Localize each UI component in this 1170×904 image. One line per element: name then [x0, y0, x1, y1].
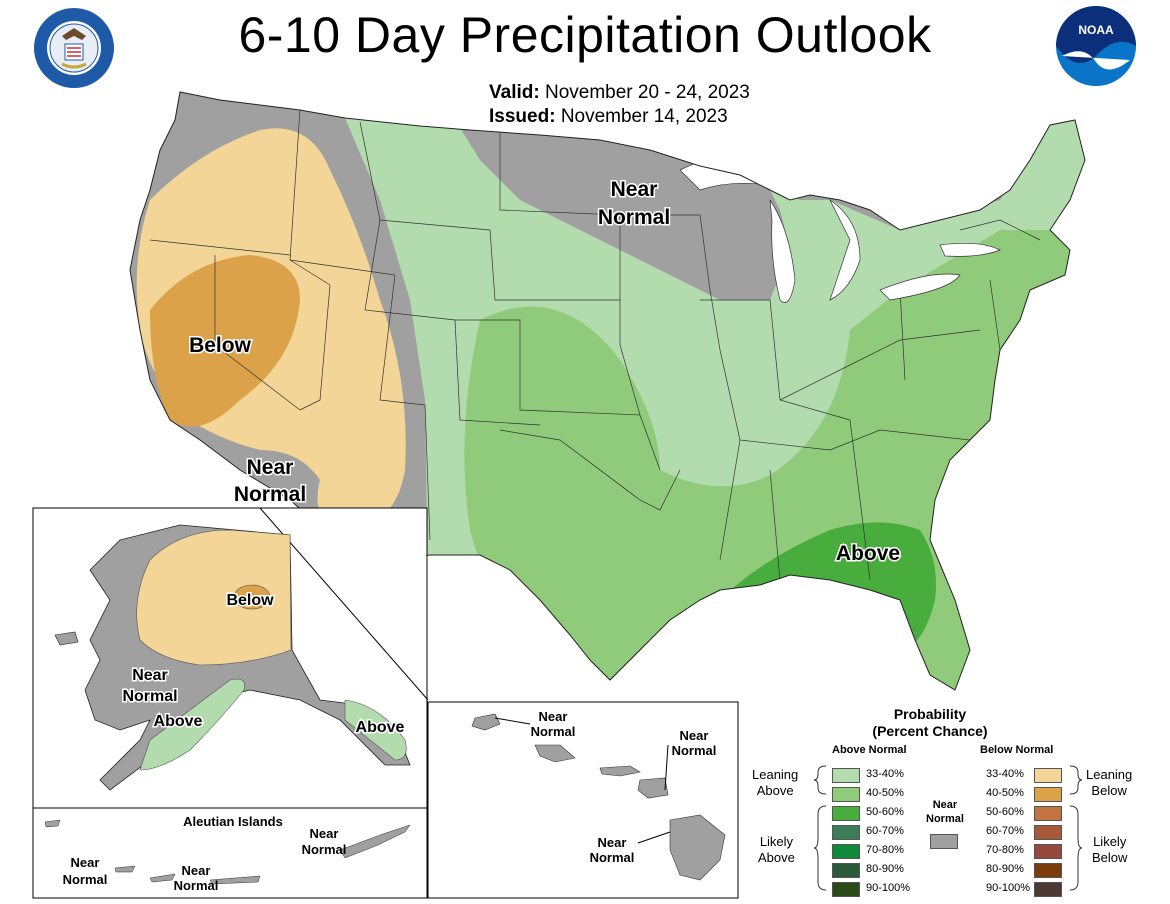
- legend-above-range-3: 60-70%: [866, 825, 904, 837]
- conus-near-normal-north-line2: Normal: [598, 206, 670, 229]
- alaska-near-normal-line1: Near: [132, 667, 168, 684]
- legend-likely-below: Likely Below: [1092, 834, 1127, 866]
- issued-label: Issued:: [489, 106, 556, 127]
- legend-above-swatch-0: [832, 768, 860, 783]
- legend-leaning-above-line1: Leaning: [752, 767, 799, 782]
- legend-leaning-above-line2: Above: [756, 783, 794, 798]
- hawaii-label3-line1: Near: [598, 835, 627, 850]
- legend-above-swatch-4: [832, 844, 860, 859]
- legend-below-range-2: 50-60%: [986, 806, 1024, 818]
- aleutian-title: Aleutian Islands: [183, 814, 283, 829]
- conus-near-normal-sw-line2: Normal: [234, 483, 306, 506]
- above-40-50-region: [464, 230, 1085, 690]
- aleutian-islands: [44, 819, 411, 885]
- legend-near-normal: Near Normal: [926, 798, 964, 826]
- legend-below-swatch-6: [1034, 882, 1062, 897]
- legend-below-range-0: 33-40%: [986, 768, 1024, 780]
- alaska-leaning-below-region: [136, 529, 292, 666]
- legend-above-range-5: 80-90%: [866, 863, 904, 875]
- legend-below-range-4: 70-80%: [986, 844, 1024, 856]
- department-of-commerce-seal-icon: [34, 8, 114, 88]
- legend-near-normal-line2: Normal: [926, 813, 964, 825]
- legend-title: Probability (Percent Chance): [860, 706, 1000, 740]
- legend-leaning-above: Leaning Above: [752, 767, 798, 799]
- legend-below-swatch-3: [1034, 825, 1062, 840]
- alaska-leaning-above-west: [139, 678, 245, 771]
- alaska-below-label: Below: [226, 592, 274, 609]
- conus-above-label: Above: [836, 542, 900, 565]
- issued-value: November 14, 2023: [560, 106, 728, 127]
- aleutian-label2-line1: Near: [182, 863, 211, 878]
- legend-below-range-6: 90-100%: [986, 882, 1031, 894]
- aleutian-label1-line1: Near: [71, 855, 100, 870]
- aleutian-label2-line2: Normal: [174, 878, 219, 893]
- aleutian-label3-line1: Near: [310, 826, 339, 841]
- legend-below-header: Below Normal: [980, 744, 1054, 756]
- issued-date: Issued: November 14, 2023: [489, 106, 728, 128]
- below-40-50-region: [150, 255, 300, 427]
- legend-title-line2: (Percent Chance): [872, 723, 988, 739]
- aleutian-label1-line2: Normal: [63, 872, 108, 887]
- conus-below-label: Below: [189, 334, 252, 357]
- legend-below-swatch-2: [1034, 806, 1062, 821]
- alaska-above-west-label: Above: [154, 713, 203, 730]
- hawaii-islands: [471, 713, 726, 881]
- legend-below-swatch-4: [1034, 844, 1062, 859]
- alaska-leaning-above-east: [344, 699, 407, 761]
- legend-above-swatch-5: [832, 863, 860, 878]
- legend-below-range-3: 60-70%: [986, 825, 1024, 837]
- legend-leaning-below-line2: Below: [1091, 783, 1127, 798]
- left-braces: [813, 765, 827, 891]
- page-title: 6-10 Day Precipitation Outlook: [238, 7, 932, 63]
- legend-above-range-0: 33-40%: [866, 768, 904, 780]
- legend-near-normal-line1: Near: [932, 799, 958, 811]
- legend-likely-above-line2: Above: [758, 850, 795, 865]
- noaa-logo-icon: NOAA: [1056, 6, 1136, 86]
- conus-near-normal-sw-line1: Near: [247, 456, 294, 479]
- legend-likely-above-line1: Likely: [759, 834, 794, 849]
- noaa-logo-text: NOAA: [1078, 23, 1114, 37]
- legend-leaning-below: Leaning Below: [1086, 767, 1132, 799]
- legend-below-swatch-1: [1034, 787, 1062, 802]
- legend-above-header: Above Normal: [832, 744, 907, 756]
- legend-likely-above: Likely Above: [758, 834, 795, 866]
- valid-dates: Valid: November 20 - 24, 2023: [489, 82, 750, 104]
- hawaii-label3-line2: Normal: [590, 850, 635, 865]
- alaska-above-east-label: Above: [356, 719, 405, 736]
- legend-above-swatch-6: [832, 882, 860, 897]
- legend-above-range-4: 70-80%: [866, 844, 904, 856]
- right-braces: [1069, 765, 1083, 891]
- legend-above-swatch-3: [832, 825, 860, 840]
- legend-title-line1: Probability: [893, 706, 967, 722]
- alaska-below-40-50-region: [233, 584, 271, 610]
- hawaii-label1-line2: Normal: [531, 724, 576, 739]
- legend-likely-below-line1: Likely: [1093, 834, 1127, 849]
- legend-below-swatch-0: [1034, 768, 1062, 783]
- legend-below-swatch-5: [1034, 863, 1062, 878]
- legend-above-range-2: 50-60%: [866, 806, 904, 818]
- valid-label: Valid:: [489, 82, 540, 103]
- legend-near-normal-swatch: [930, 834, 958, 849]
- alaska-near-normal-line2: Normal: [122, 688, 177, 705]
- legend-likely-below-line2: Below: [1092, 850, 1128, 865]
- legend-leaning-below-line1: Leaning: [1086, 767, 1133, 782]
- valid-value: November 20 - 24, 2023: [544, 82, 750, 103]
- legend-above-range-1: 40-50%: [866, 787, 904, 799]
- hawaii-label2-line1: Near: [680, 728, 709, 743]
- hawaii-label1-line1: Near: [539, 709, 568, 724]
- legend-below-range-5: 80-90%: [986, 863, 1024, 875]
- legend-below-range-1: 40-50%: [986, 787, 1024, 799]
- conus-near-normal-north-line1: Near: [611, 178, 658, 201]
- state-boundaries: [149, 109, 1041, 581]
- hawaii-label2-line2: Normal: [672, 743, 717, 758]
- legend-above-swatch-2: [832, 806, 860, 821]
- legend-above-swatch-1: [832, 787, 860, 802]
- legend-above-range-6: 90-100%: [866, 882, 911, 894]
- aleutian-label3-line2: Normal: [302, 842, 347, 857]
